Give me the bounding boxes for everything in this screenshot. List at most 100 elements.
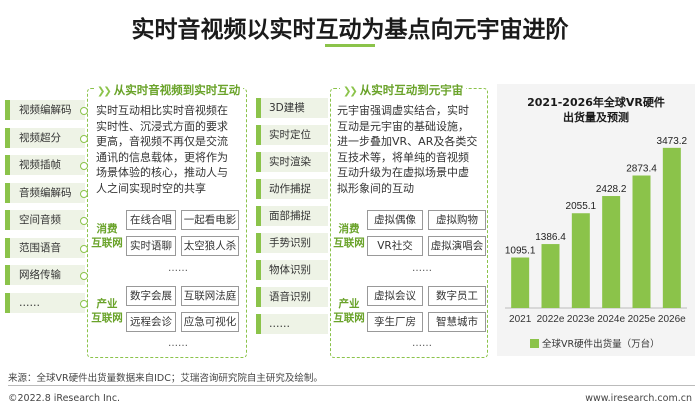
left-tech-item: 音频编解码 — [5, 182, 88, 203]
x-tick-label: 2023e — [567, 314, 595, 325]
mid-tech-item: 实时定位 — [256, 125, 328, 145]
panel2-consumer-apps: 虚拟偶像 虚拟购物 VR社交 虚拟演唱会 — [367, 210, 486, 256]
mid-tech-item: 实时渲染 — [256, 152, 328, 172]
category-label-line: 消费 — [96, 223, 118, 235]
panel2-heading: ❯❯ 从实时互动到元宇宙 — [340, 82, 467, 98]
x-tick-label: 2026e — [658, 314, 686, 325]
bar-chart: 1095.1 2021 1386.4 2022e 2055.1 2023e 2428.2 20… — [505, 136, 688, 325]
chart-panel — [497, 84, 695, 356]
panel1-consumer-label: 消费 互联网 — [88, 222, 126, 250]
app-box: 数字会展 — [126, 286, 176, 306]
footer-divider — [8, 385, 695, 386]
app-box: 太空狼人杀 — [181, 236, 239, 256]
app-box: 数字员工 — [428, 286, 486, 306]
app-box: 虚拟演唱会 — [428, 236, 486, 256]
left-tech-item: 范围语音 — [5, 237, 88, 258]
mid-tech-item: 物体识别 — [256, 260, 328, 280]
footer-source: 来源：全球VR硬件出货量数据来自IDC；艾瑞咨询研究院自主研究及绘制。 — [8, 373, 323, 384]
app-box: 远程会诊 — [126, 312, 176, 332]
x-tick-label: 2021 — [509, 314, 532, 325]
app-box: 虚拟会议 — [367, 286, 423, 306]
panel1-consumer-apps: 在线合唱 一起看电影 实时语聊 太空狼人杀 — [126, 210, 239, 256]
footer-copyright: ©2022.8 iResearch Inc. — [8, 393, 121, 404]
left-tech-item: 视频超分 — [5, 127, 88, 148]
bar-value-label: 2428.2 — [596, 184, 627, 195]
bar-value-label: 3473.2 — [657, 136, 688, 147]
panel1-line: 实时性、沉浸式方面的要求 — [96, 119, 228, 133]
panel1-heading: ❯❯ 从实时音视频到实时互动 — [94, 82, 244, 98]
mid-tech-item: 面部捕捉 — [256, 206, 328, 226]
panel2-line: 互技术等，将单纯的音视频 — [337, 150, 469, 164]
chart-title-line: 出货量及预测 — [563, 111, 629, 124]
footer-site-link[interactable]: www.iresearch.com.cn — [585, 393, 692, 404]
panel2-consumer-label: 消费 互联网 — [330, 222, 368, 250]
bar-2026e — [662, 147, 681, 308]
bar-value-label: 2873.4 — [626, 164, 657, 175]
panel1-line: 人之间实现时空的共享 — [96, 181, 206, 195]
app-box: 应急可视化 — [181, 312, 239, 332]
mid-tech-item: …… — [256, 314, 328, 334]
left-tech-item: 空间音频 — [5, 210, 88, 230]
panel2-industry-label: 产业 互联网 — [330, 297, 368, 325]
panel2-line: 互动是元宇宙的基础设施， — [337, 119, 469, 133]
panel2-heading-text: 从实时互动到元宇宙 — [359, 83, 464, 97]
panel2-consumer-more: …… — [412, 263, 432, 274]
app-box: 一起看电影 — [181, 210, 239, 230]
bar-2024e — [602, 196, 621, 308]
chart-title: 2021-2026年全球VR硬件 出货量及预测 — [497, 95, 695, 125]
category-label-line: 互联网 — [333, 312, 365, 324]
legend-label: 全球VR硬件出货量（万台） — [542, 339, 660, 350]
app-box: 互联网法庭 — [181, 286, 239, 306]
x-tick-label: 2022e — [537, 314, 565, 325]
category-label-line: 消费 — [338, 223, 360, 235]
app-box: 实时语聊 — [126, 236, 176, 256]
panel1-line: 更高，音视频不再仅是交流 — [96, 135, 228, 148]
title-underline — [325, 44, 375, 47]
x-tick-label: 2024e — [597, 314, 625, 325]
app-box: 虚拟购物 — [428, 210, 486, 230]
mid-tech-item: 手势识别 — [256, 233, 328, 253]
left-tech-list: 视频编解码 视频超分 视频插帧 音频编解码 空间音频 范围语音 网络传输 …… — [5, 100, 88, 320]
bar-2023e — [571, 213, 590, 308]
double-chevron-icon: ❯❯ — [97, 86, 112, 97]
left-tech-item: …… — [5, 292, 88, 313]
panel2-line: 互动升级为在虚拟场景中虚 — [337, 166, 469, 179]
panel1-line: 通讯的信息载体，更将作为 — [96, 150, 228, 164]
mid-tech-item: 3D建模 — [256, 98, 328, 118]
bar-2025e — [632, 175, 651, 308]
panel2-line: 元宇宙强调虚实结合，实时 — [337, 104, 469, 117]
left-tech-item: 网络传输 — [5, 265, 88, 285]
panel2-line: 拟形象间的互动 — [337, 181, 414, 195]
bar-2021 — [511, 257, 530, 308]
panel1-description: 实时互动相比实时音视频在 实时性、沉浸式方面的要求 更高，音视频不再仅是交流 通… — [96, 103, 246, 196]
chart-legend: 全球VR硬件出货量（万台） — [530, 336, 660, 350]
app-box: 孪生厂房 — [367, 312, 423, 332]
category-label-line: 产业 — [96, 298, 118, 310]
bar-value-label: 1386.4 — [535, 232, 566, 243]
panel1-industry-apps: 数字会展 互联网法庭 远程会诊 应急可视化 — [126, 286, 239, 332]
category-label-line: 互联网 — [333, 237, 365, 249]
app-box: 智慧城市 — [428, 312, 486, 332]
app-box: VR社交 — [367, 236, 423, 256]
mid-tech-item: 语音识别 — [256, 287, 328, 307]
left-tech-item: 视频插帧 — [5, 155, 88, 175]
panel1-line: 场景体验的核心，推动人与 — [96, 166, 228, 179]
panel1-industry-label: 产业 互联网 — [88, 297, 126, 325]
bar-value-label: 1095.1 — [505, 246, 536, 257]
legend-swatch — [530, 339, 539, 348]
page-title: 实时音视频以实时互动为基点向元宇宙进阶 — [131, 17, 569, 43]
panel1-industry-more: …… — [168, 338, 188, 349]
chart-title-line: 2021-2026年全球VR硬件 — [527, 96, 665, 109]
panel1-heading-text: 从实时音视频到实时互动 — [113, 83, 241, 97]
panel1-consumer-more: …… — [168, 263, 188, 274]
bar-2022e — [541, 244, 560, 308]
app-box: 虚拟偶像 — [367, 210, 423, 230]
panel2-industry-apps: 虚拟会议 数字员工 孪生厂房 智慧城市 — [367, 286, 486, 332]
panel2-industry-more: …… — [412, 338, 432, 349]
x-tick-label: 2025e — [628, 314, 656, 325]
left-tech-item: 视频编解码 — [5, 100, 88, 120]
mid-tech-item: 动作捕捉 — [256, 179, 328, 199]
panel1-line: 实时互动相比实时音视频在 — [96, 104, 228, 117]
mid-tech-list: 3D建模 实时定位 实时渲染 动作捕捉 面部捕捉 手势识别 物体识别 语音识别 … — [256, 98, 328, 341]
double-chevron-icon: ❯❯ — [343, 86, 358, 97]
